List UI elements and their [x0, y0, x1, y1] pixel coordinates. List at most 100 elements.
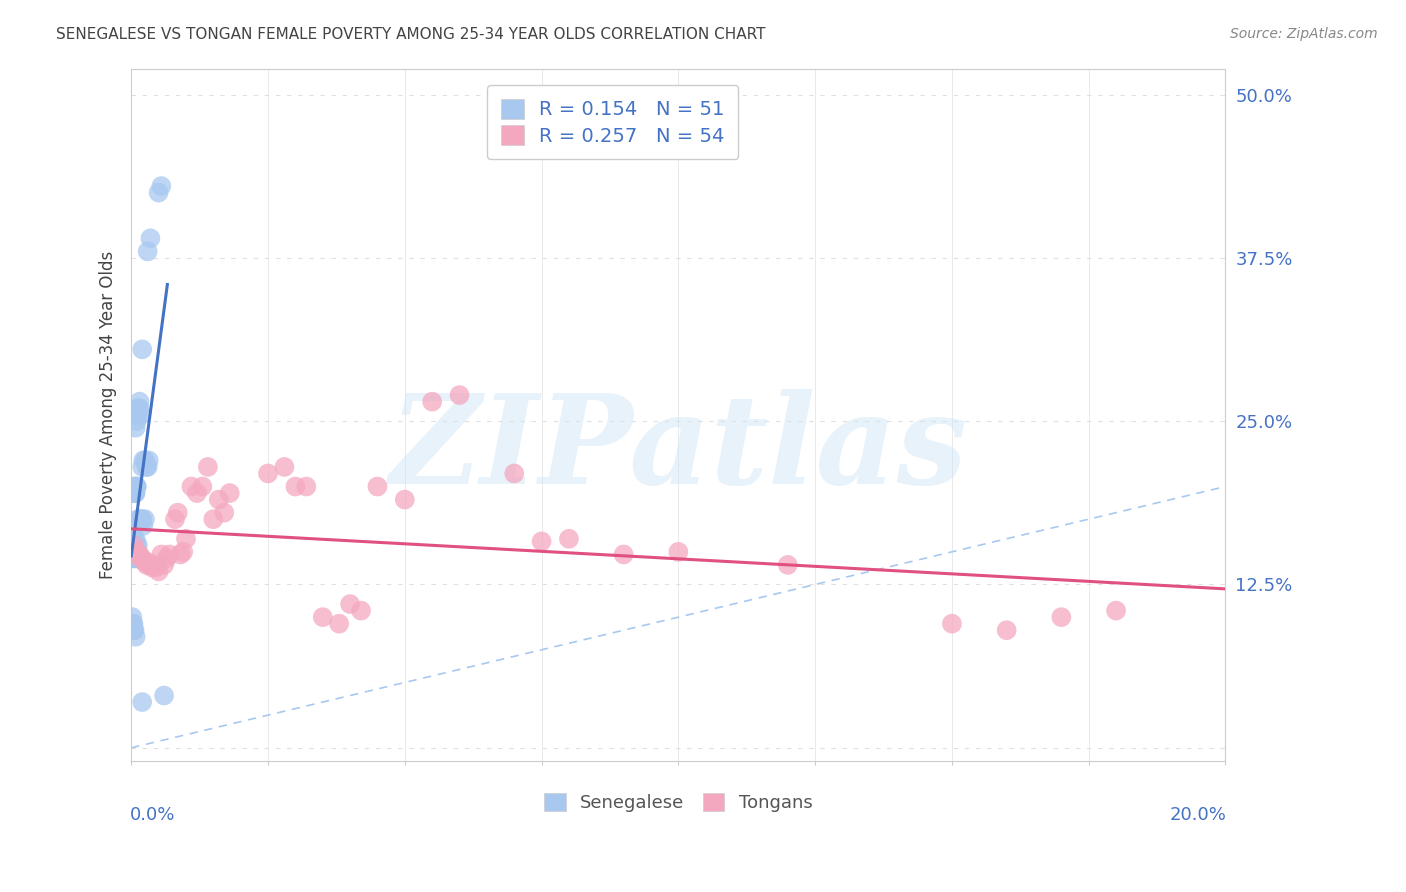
Point [125, 414, 148, 428]
Point [127, 548, 149, 562]
Point [148, 186, 170, 200]
Point [339, 597, 361, 611]
Point [128, 512, 150, 526]
Point [666, 545, 689, 559]
Point [174, 532, 197, 546]
Point [995, 624, 1018, 638]
Point [125, 479, 148, 493]
Point [350, 604, 373, 618]
Point [122, 551, 145, 566]
Text: 0.0%: 0.0% [131, 805, 176, 824]
Point [186, 486, 208, 500]
Point [191, 479, 214, 493]
Point [125, 551, 148, 566]
Point [125, 538, 148, 552]
Point [122, 551, 145, 566]
Point [139, 558, 162, 572]
Point [127, 538, 149, 552]
Point [134, 555, 156, 569]
Point [124, 421, 146, 435]
Point [124, 538, 146, 552]
Point [941, 616, 963, 631]
Point [159, 548, 181, 562]
Point [122, 616, 145, 631]
Point [132, 453, 155, 467]
Point [136, 555, 159, 569]
Point [169, 548, 191, 562]
Point [124, 551, 146, 566]
Point [273, 459, 295, 474]
Point [132, 518, 155, 533]
Point [180, 479, 202, 493]
Point [138, 453, 160, 467]
Point [131, 512, 153, 526]
Point [124, 532, 146, 546]
Point [135, 558, 157, 572]
Point [148, 565, 170, 579]
Point [530, 534, 553, 549]
Point [503, 467, 526, 481]
Point [124, 548, 146, 562]
Text: 20.0%: 20.0% [1170, 805, 1226, 824]
Point [135, 459, 157, 474]
Point [142, 558, 165, 572]
Point [127, 512, 149, 526]
Point [156, 551, 179, 566]
Point [145, 560, 167, 574]
Point [136, 244, 159, 259]
Point [124, 486, 146, 500]
Point [312, 610, 335, 624]
Point [128, 548, 150, 562]
Point [420, 394, 443, 409]
Point [208, 492, 231, 507]
Point [558, 532, 581, 546]
Point [124, 486, 146, 500]
Point [153, 558, 176, 572]
Point [129, 512, 152, 526]
Point [394, 492, 416, 507]
Point [163, 512, 186, 526]
Point [125, 545, 148, 559]
Point [125, 408, 148, 422]
Point [1105, 604, 1128, 618]
Text: ZIPatlas: ZIPatlas [389, 389, 967, 510]
Point [124, 486, 146, 500]
Text: SENEGALESE VS TONGAN FEMALE POVERTY AMONG 25-34 YEAR OLDS CORRELATION CHART: SENEGALESE VS TONGAN FEMALE POVERTY AMON… [56, 27, 766, 42]
Point [218, 486, 240, 500]
Point [197, 459, 219, 474]
Point [122, 532, 145, 546]
Point [172, 545, 194, 559]
Point [328, 616, 350, 631]
Point [124, 545, 146, 559]
Point [776, 558, 799, 572]
Point [121, 610, 143, 624]
Point [122, 538, 145, 552]
Point [134, 453, 156, 467]
Point [150, 548, 173, 562]
Point [122, 624, 145, 638]
Y-axis label: Female Poverty Among 25-34 Year Olds: Female Poverty Among 25-34 Year Olds [100, 251, 117, 579]
Point [613, 548, 636, 562]
Point [127, 401, 149, 416]
Point [122, 538, 145, 552]
Point [150, 179, 173, 194]
Point [141, 560, 163, 574]
Point [1050, 610, 1073, 624]
Point [202, 512, 225, 526]
Point [449, 388, 471, 402]
Point [124, 479, 146, 493]
Point [122, 616, 145, 631]
Point [128, 401, 150, 416]
Point [131, 695, 153, 709]
Point [139, 231, 162, 245]
Text: Source: ZipAtlas.com: Source: ZipAtlas.com [1230, 27, 1378, 41]
Point [122, 479, 145, 493]
Point [131, 343, 153, 357]
Point [131, 551, 153, 566]
Point [284, 479, 307, 493]
Point [166, 506, 188, 520]
Legend: Senegalese, Tongans: Senegalese, Tongans [536, 784, 821, 821]
Point [124, 630, 146, 644]
Point [124, 624, 146, 638]
Point [214, 506, 236, 520]
